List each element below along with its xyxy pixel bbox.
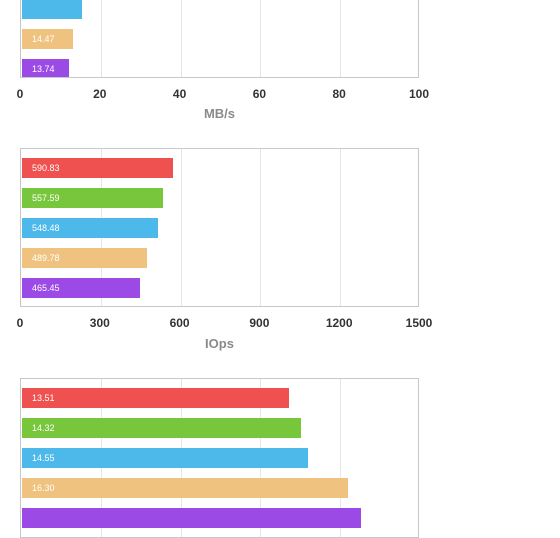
x-tick-label: 40: [172, 87, 187, 101]
bar: [22, 508, 362, 528]
x-tick-label: 900: [249, 316, 270, 330]
bar: 13.74: [22, 59, 69, 77]
x-tick-label: 0: [16, 87, 24, 101]
x-tick-label: 300: [89, 316, 110, 330]
bar: 557.59: [22, 188, 164, 208]
bar-value-label: 13.74: [32, 64, 55, 74]
bar: 14.55: [22, 448, 309, 468]
chart-3-plot-area: 13.51 14.32 14.55 16.30: [20, 378, 419, 538]
gridline: [260, 0, 261, 77]
x-tick-label: 1200: [325, 316, 353, 330]
bar-value-label: 14.47: [32, 34, 55, 44]
bar: 489.78: [22, 248, 148, 268]
gridline: [181, 0, 182, 77]
bar-value-label: 590.83: [32, 163, 60, 173]
x-tick-label: 60: [252, 87, 267, 101]
gridline: [340, 0, 341, 77]
bar-value-label: 548.48: [32, 223, 60, 233]
gridline: [340, 149, 341, 306]
gridline: [340, 379, 341, 537]
x-tick-label: 100: [408, 87, 430, 101]
x-axis-title: MB/s: [203, 106, 236, 121]
gridline: [181, 149, 182, 306]
bar-value-label: 14.55: [32, 453, 55, 463]
bar: 13.51: [22, 388, 290, 408]
gridline: [260, 149, 261, 306]
x-tick-label: 600: [169, 316, 190, 330]
bar-value-label: 489.78: [32, 253, 60, 263]
bar-value-label: 465.45: [32, 283, 60, 293]
bar: 16.30: [22, 478, 348, 498]
bar-value-label: 16.30: [32, 483, 55, 493]
x-tick-label: 80: [332, 87, 346, 101]
x-tick-label: 20: [93, 87, 107, 101]
bar: 14.47: [22, 29, 73, 49]
gridline: [101, 0, 102, 77]
bar: 465.45: [22, 278, 141, 298]
x-tick-label: 0: [16, 316, 24, 330]
bar: 590.83: [22, 158, 173, 178]
x-axis-title: IOps: [205, 336, 234, 351]
x-tick-label: 1500: [405, 316, 433, 330]
bar-value-label: 557.59: [32, 193, 60, 203]
bar: 14.32: [22, 418, 302, 438]
bar: [22, 0, 82, 19]
bar-value-label: 14.32: [32, 423, 55, 433]
bar-value-label: 13.51: [32, 393, 55, 403]
chart-1-plot-area: 14.47 13.74: [20, 0, 419, 78]
bar: 548.48: [22, 218, 159, 238]
chart-2-plot-area: 590.83 557.59 548.48 489.78 465.45: [20, 148, 419, 307]
